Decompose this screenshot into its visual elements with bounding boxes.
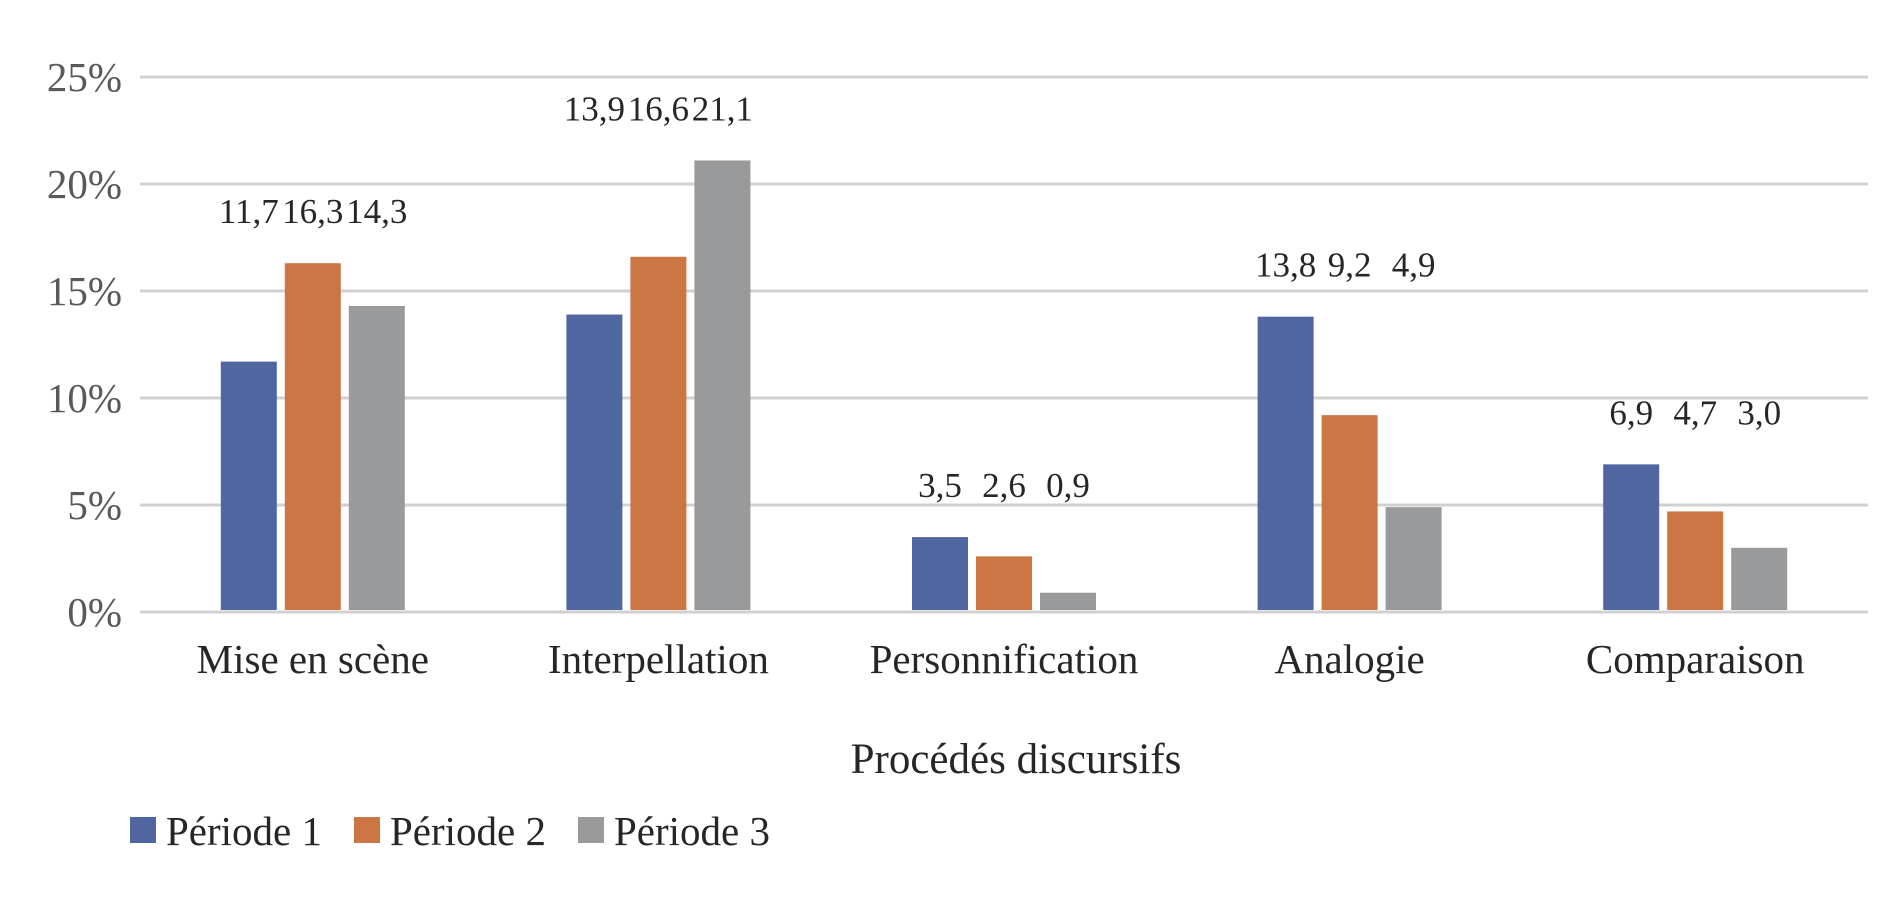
y-tick-label: 15%	[47, 268, 122, 314]
data-label: 16,6	[628, 89, 689, 128]
x-category-label: Personnification	[870, 636, 1139, 682]
y-axis-ticks: 0% 5% 10% 15% 20% 25%	[47, 54, 122, 635]
data-label: 14,3	[346, 192, 407, 231]
bar-2-4	[1321, 415, 1378, 610]
x-axis-title: Procédés discursifs	[851, 736, 1182, 783]
y-tick-label: 10%	[47, 375, 122, 421]
bar-2-3	[976, 556, 1032, 610]
data-label: 2,6	[982, 466, 1026, 505]
x-category-label: Analogie	[1274, 636, 1424, 682]
legend-swatch-2	[354, 817, 380, 843]
legend-label: Période 3	[614, 808, 770, 854]
data-label: 11,7	[219, 192, 279, 231]
bar-2-1	[284, 263, 341, 610]
data-labels: 11,7 16,3 14,3 13,9 16,6 21,1 3,5 2,6 0,9 13,8 9,2…	[219, 89, 1781, 505]
data-label: 4,9	[1392, 246, 1436, 285]
data-label: 9,2	[1328, 246, 1372, 285]
y-tick-label: 20%	[47, 161, 122, 207]
bar-3-1	[348, 305, 405, 610]
bar-3-4	[1385, 507, 1442, 610]
bar-1-5	[1603, 464, 1660, 610]
bar-1-1	[220, 361, 277, 610]
data-label: 6,9	[1609, 393, 1653, 432]
bar-3-2	[694, 160, 751, 610]
data-label: 3,5	[918, 466, 962, 505]
y-tick-label: 0%	[67, 589, 122, 635]
x-category-label: Interpellation	[548, 636, 769, 682]
bar-1-2	[566, 314, 623, 610]
legend-label: Période 1	[166, 808, 322, 854]
data-label: 3,0	[1737, 393, 1781, 432]
y-tick-label: 5%	[67, 482, 122, 528]
data-label: 0,9	[1046, 466, 1090, 505]
data-label: 21,1	[692, 89, 753, 128]
x-category-label: Mise en scène	[197, 636, 429, 682]
legend: Période 1 Période 2 Période 3	[130, 808, 770, 854]
data-label: 16,3	[282, 192, 343, 231]
bar-3-5	[1731, 547, 1788, 610]
legend-swatch-1	[130, 817, 156, 843]
data-label: 13,9	[564, 89, 625, 128]
bar-1-4	[1257, 316, 1314, 610]
bar-1-3	[912, 537, 968, 610]
bar-3-3	[1040, 592, 1096, 610]
y-tick-label: 25%	[47, 54, 122, 100]
bars	[220, 160, 1788, 610]
bar-2-5	[1667, 511, 1724, 610]
legend-label: Période 2	[390, 808, 546, 854]
x-category-label: Comparaison	[1586, 636, 1805, 682]
data-label: 4,7	[1673, 393, 1717, 432]
gridlines	[140, 75, 1868, 614]
data-label: 13,8	[1255, 246, 1316, 285]
x-axis-categories: Mise en scène Interpellation Personnificat…	[197, 636, 1805, 682]
legend-swatch-3	[578, 817, 604, 843]
bar-2-2	[630, 256, 687, 610]
